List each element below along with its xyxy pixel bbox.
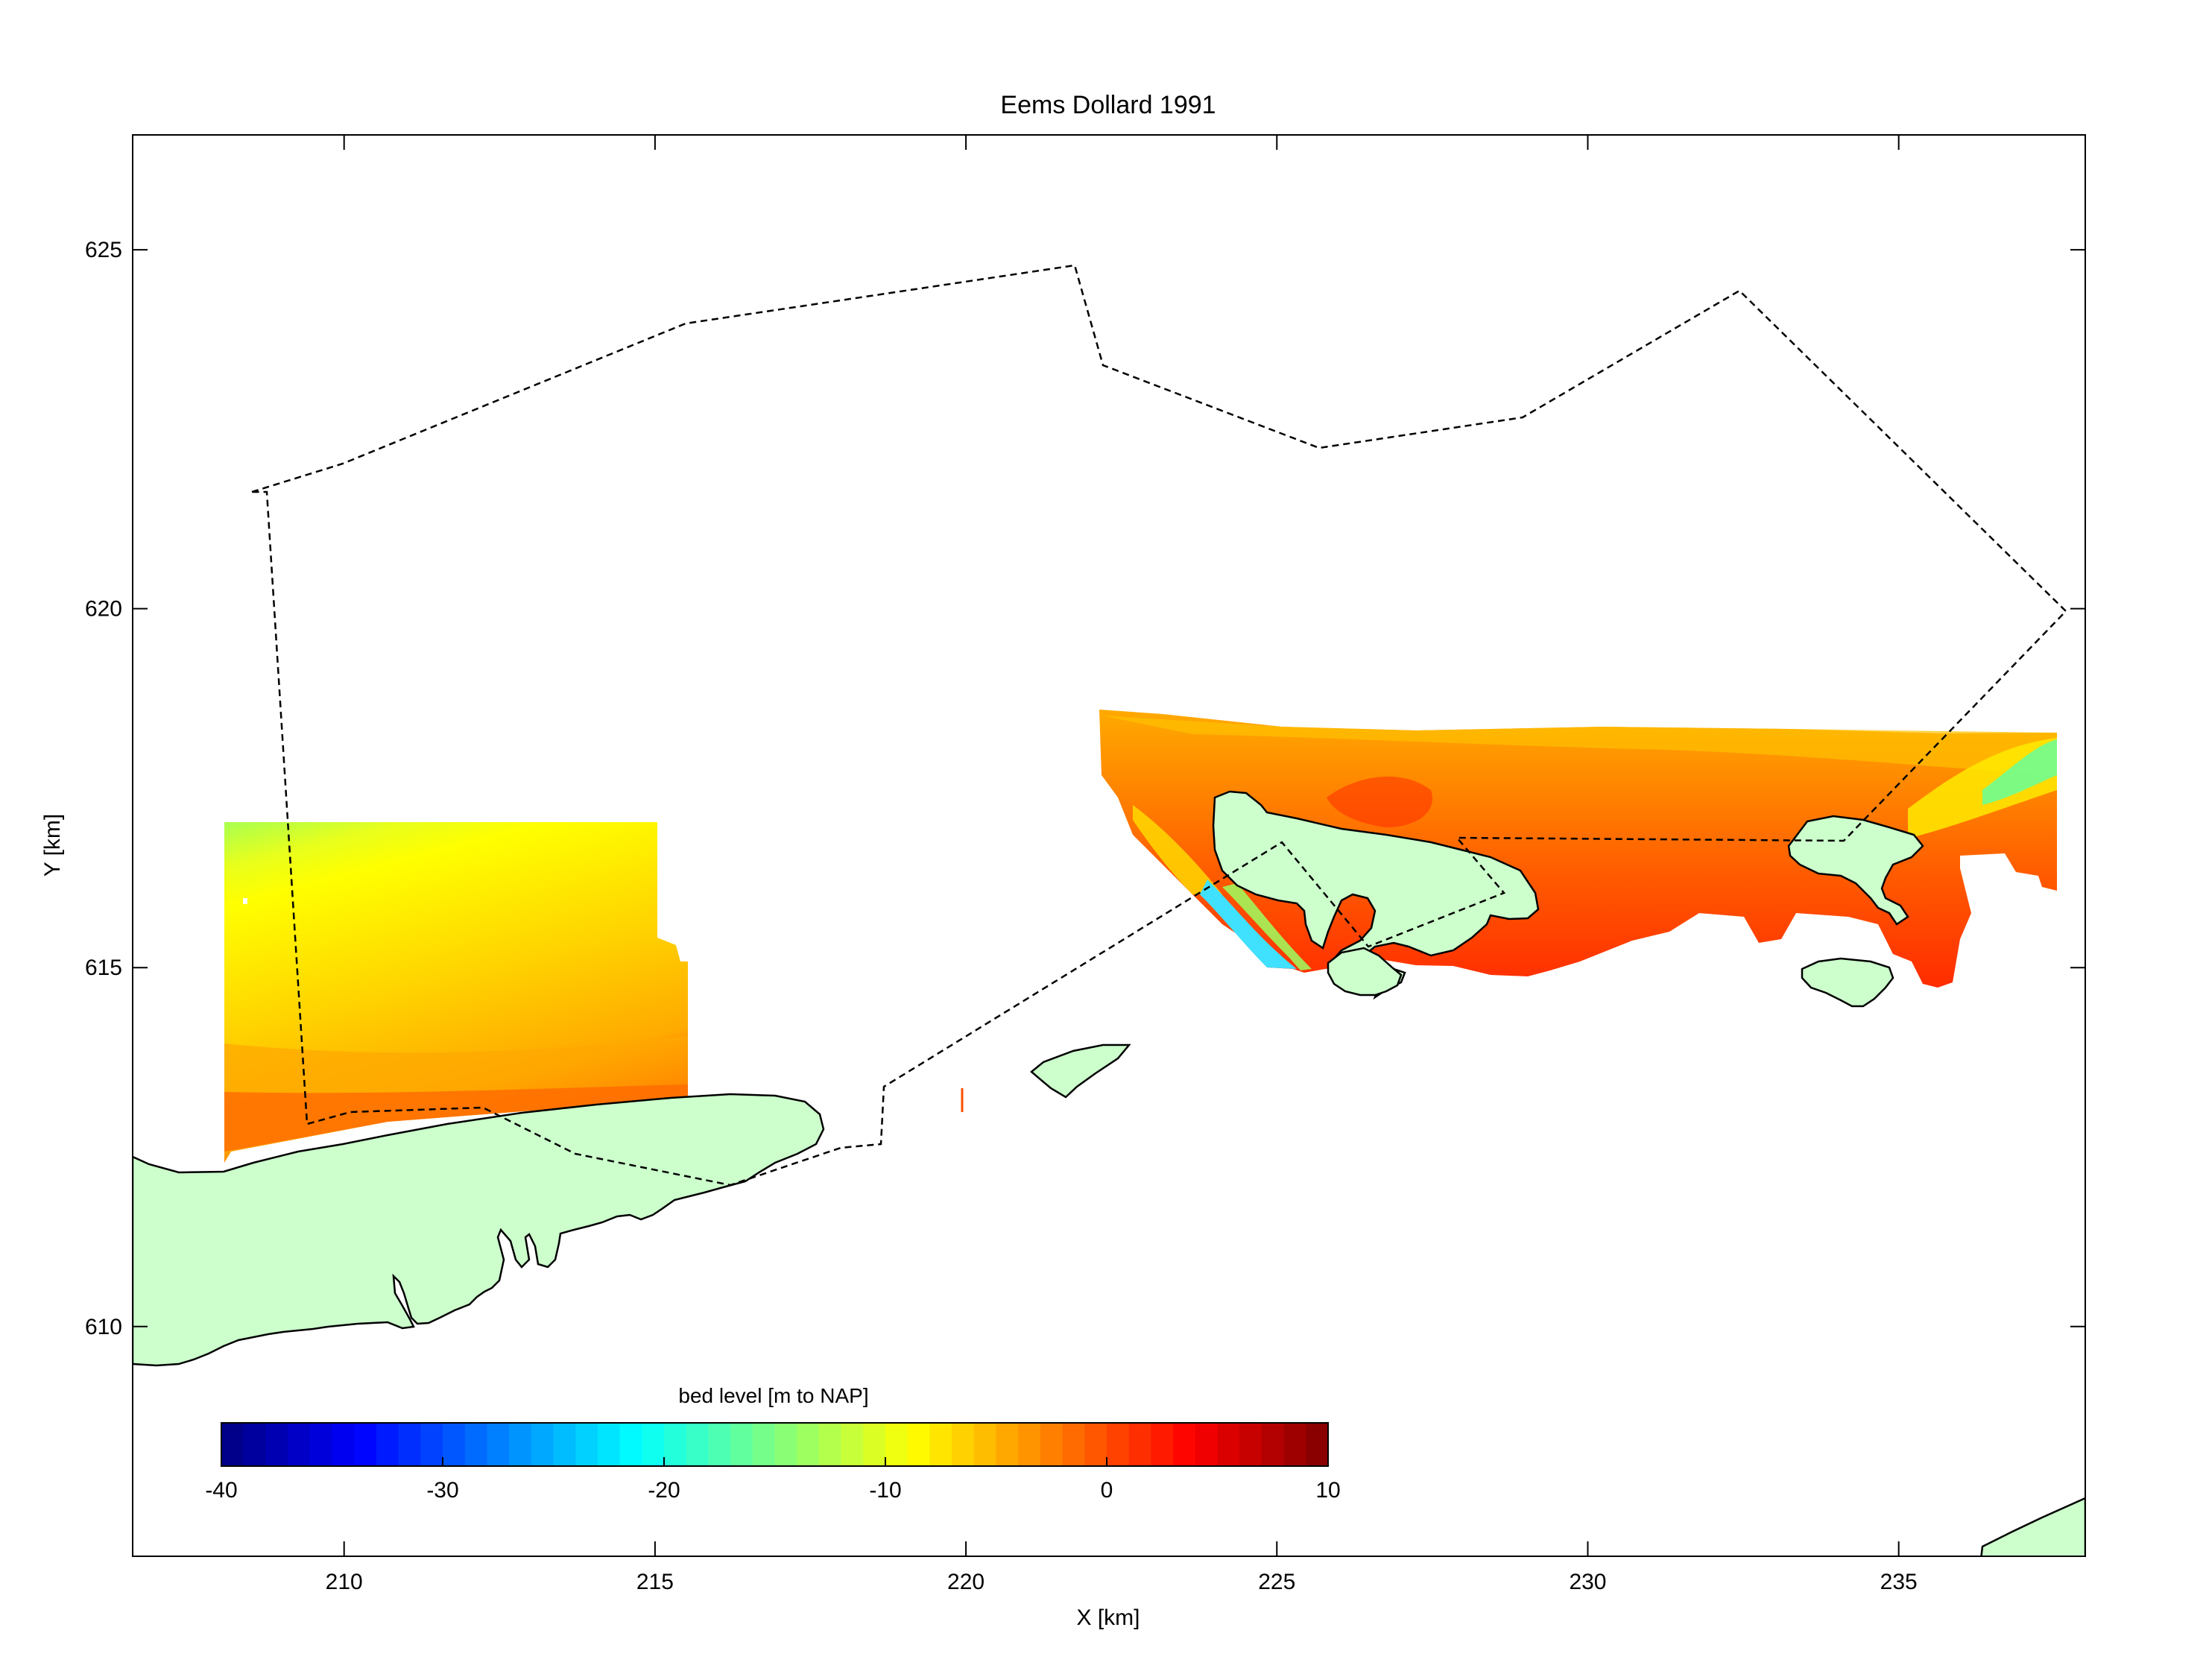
colorbar-swatch — [553, 1423, 576, 1466]
bathymetry-field-west — [224, 822, 688, 1163]
x-tick-label: 215 — [636, 1570, 674, 1594]
colorbar-swatch — [1018, 1423, 1041, 1466]
colorbar-swatch — [443, 1423, 466, 1466]
colorbar-frame — [221, 1422, 1329, 1467]
colorbar-swatch — [619, 1423, 642, 1466]
colorbar-swatch — [420, 1423, 443, 1466]
colorbar-swatch — [929, 1423, 952, 1466]
colorbar-swatch — [597, 1423, 621, 1466]
colorbar-swatch — [265, 1423, 288, 1466]
colorbar-swatch — [243, 1423, 266, 1466]
island-far-east — [1787, 815, 1924, 926]
colorbar-swatch — [1084, 1423, 1107, 1466]
model-boundary — [251, 264, 2067, 1187]
colorbar-swatch — [797, 1423, 820, 1466]
colorbar-swatch — [642, 1423, 665, 1466]
colorbar-swatch — [885, 1423, 908, 1466]
colorbar-swatch — [1261, 1423, 1285, 1466]
colorbar-swatch — [752, 1423, 776, 1466]
colorbar-swatch — [1217, 1423, 1240, 1466]
colorbar-swatch — [863, 1423, 886, 1466]
colorbar-swatch — [996, 1423, 1019, 1466]
colorbar-swatch — [907, 1423, 930, 1466]
colorbar-swatch — [952, 1423, 975, 1466]
colorbar-swatch — [509, 1423, 532, 1466]
colorbar-swatch — [818, 1423, 842, 1466]
colorbar-ticks: -40 -30 -20 -10 0 10 — [205, 1457, 1341, 1503]
colorbar-swatch — [1239, 1423, 1262, 1466]
colorbar-tick-label: -40 — [205, 1478, 237, 1503]
x-tick-label: 210 — [326, 1570, 363, 1594]
x-tick-label: 220 — [947, 1570, 985, 1594]
colorbar-swatch — [487, 1423, 510, 1466]
colorbar-label: bed level [m to NAP] — [678, 1384, 868, 1407]
colorbar-tick-label: 0 — [1101, 1478, 1113, 1503]
colorbar-swatch — [686, 1423, 709, 1466]
colorbar-swatch — [354, 1423, 377, 1466]
colorbar-swatch — [221, 1423, 244, 1466]
y-tick-label: 615 — [85, 956, 122, 980]
colorbar-swatch — [774, 1423, 797, 1466]
colorbar-swatch — [309, 1423, 333, 1466]
colorbar-swatch — [531, 1423, 554, 1466]
colorbar-tick-label: -10 — [869, 1478, 901, 1503]
colorbar-swatch — [288, 1423, 311, 1466]
colorbar-swatches — [221, 1423, 1329, 1466]
y-tick-label: 610 — [85, 1315, 122, 1339]
colorbar-swatch — [841, 1423, 864, 1466]
colorbar-tick-label: -30 — [426, 1478, 458, 1503]
island-east-main — [1212, 790, 1540, 1000]
colorbar-swatch — [1040, 1423, 1064, 1466]
colorbar-swatch — [1173, 1423, 1196, 1466]
island-central — [1030, 1043, 1131, 1099]
colorbar-swatch — [376, 1423, 399, 1466]
colorbar-swatch — [332, 1423, 355, 1466]
colorbar-swatch — [1195, 1423, 1219, 1466]
colorbar-swatch — [708, 1423, 731, 1466]
y-axis-ticks: 610 615 620 625 — [85, 238, 2085, 1339]
x-tick-label: 235 — [1880, 1570, 1918, 1594]
x-tick-label: 225 — [1258, 1570, 1295, 1594]
x-axis-label: X [km] — [1076, 1605, 1140, 1630]
colorbar-swatch — [1283, 1423, 1306, 1466]
y-tick-label: 625 — [85, 238, 122, 262]
colorbar-swatch — [664, 1423, 687, 1466]
y-tick-label: 620 — [85, 597, 122, 622]
colorbar-swatch — [1107, 1423, 1130, 1466]
colorbar-swatch — [973, 1423, 997, 1466]
colorbar-swatch — [398, 1423, 421, 1466]
colorbar-swatch — [464, 1423, 487, 1466]
colorbar-swatch — [1151, 1423, 1174, 1466]
x-axis-ticks: 210 215 220 225 230 235 — [326, 135, 1918, 1594]
island-east-shoal — [1327, 947, 1403, 997]
axes-frame — [132, 134, 2086, 1557]
colorbar-swatch — [1128, 1423, 1151, 1466]
colorbar: bed level [m to NAP] -40 -30 -20 -10 0 10 — [205, 1384, 1340, 1503]
colorbar-tick-label: 10 — [1315, 1478, 1340, 1503]
colorbar-swatch — [1306, 1423, 1329, 1466]
plot-area — [133, 135, 2085, 1556]
bathymetry-field-east — [1099, 710, 2057, 988]
colorbar-swatch — [575, 1423, 598, 1466]
x-tick-label: 230 — [1569, 1570, 1606, 1594]
land-areas — [133, 790, 2085, 1556]
mainland-south-west — [133, 1093, 825, 1367]
colorbar-swatch — [1062, 1423, 1085, 1466]
colorbar-swatch — [730, 1423, 753, 1466]
mainland-south-east — [1980, 1497, 2085, 1556]
colorbar-tick-label: -20 — [648, 1478, 680, 1503]
y-axis-label: Y [km] — [40, 814, 65, 877]
island-far-east-shoal — [1801, 957, 1894, 1008]
chart-title: Eems Dollard 1991 — [1000, 91, 1216, 119]
